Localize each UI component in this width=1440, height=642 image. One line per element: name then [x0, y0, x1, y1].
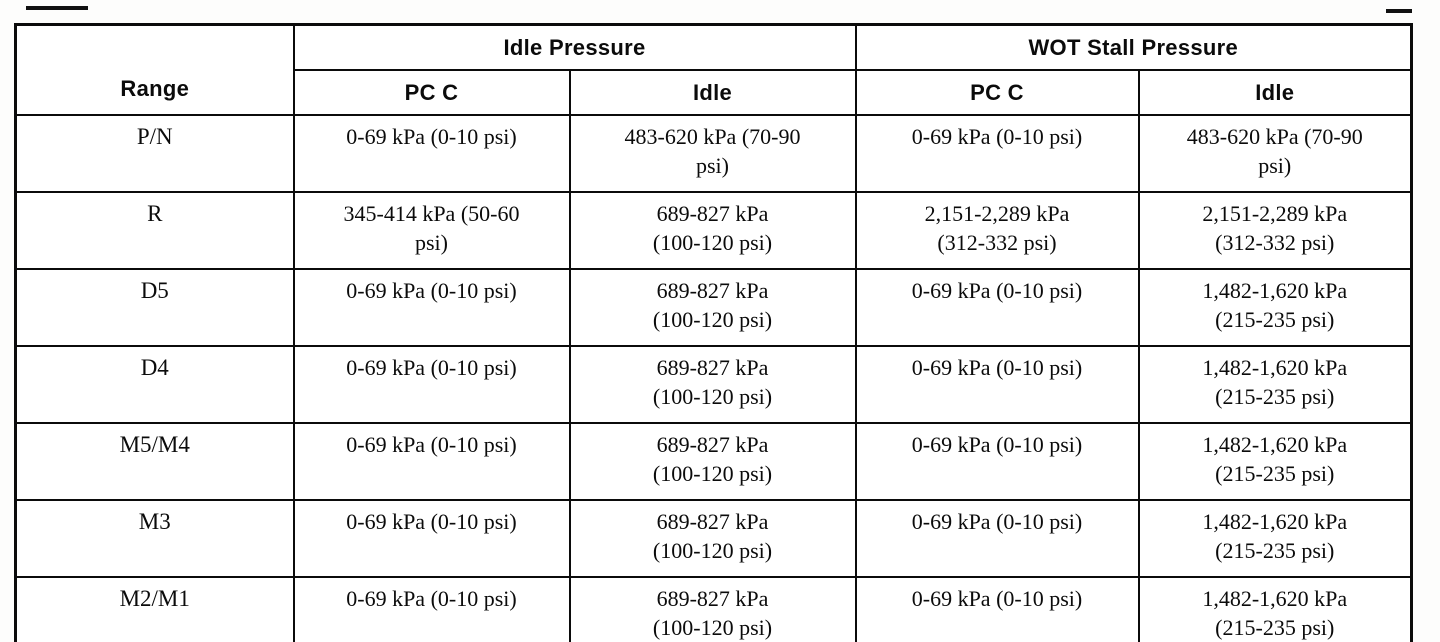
cell-wot-idle: 2,151-2,289 kPa (312-332 psi) — [1137, 191, 1413, 270]
table-row-d4: D4 0-69 kPa (0-10 psi) 689-827 kPa (100-… — [14, 345, 1413, 424]
cell-idle-idle: 689-827 kPa (100-120 psi) — [568, 576, 857, 642]
cell-wot-idle: 1,482-1,620 kPa (215-235 psi) — [1137, 576, 1413, 642]
scan-artifact — [26, 6, 88, 10]
cell-wot-idle: 1,482-1,620 kPa (215-235 psi) — [1137, 268, 1413, 347]
column-header-wot-idle: Idle — [1137, 69, 1413, 116]
cell-wot-pcc: 0-69 kPa (0-10 psi) — [854, 345, 1140, 424]
cell-wot-idle: 1,482-1,620 kPa (215-235 psi) — [1137, 422, 1413, 501]
range-label: M2/M1 — [14, 576, 295, 642]
table-row-d5: D5 0-69 kPa (0-10 psi) 689-827 kPa (100-… — [14, 268, 1413, 347]
cell-wot-pcc: 0-69 kPa (0-10 psi) — [854, 114, 1140, 193]
range-label: D5 — [14, 268, 295, 347]
column-header-wot-pcc: PC C — [854, 69, 1140, 116]
table-row-r: R 345-414 kPa (50-60 psi) 689-827 kPa (1… — [14, 191, 1413, 270]
table-row-pn: P/N 0-69 kPa (0-10 psi) 483-620 kPa (70-… — [14, 114, 1413, 193]
cell-idle-idle: 689-827 kPa (100-120 psi) — [568, 345, 857, 424]
column-header-idle-idle: Idle — [568, 69, 857, 116]
range-label: D4 — [14, 345, 295, 424]
range-label: P/N — [14, 114, 295, 193]
cell-wot-pcc: 0-69 kPa (0-10 psi) — [854, 422, 1140, 501]
cell-wot-idle: 483-620 kPa (70-90 psi) — [1137, 114, 1413, 193]
cell-wot-idle: 1,482-1,620 kPa (215-235 psi) — [1137, 499, 1413, 578]
cell-idle-idle: 689-827 kPa (100-120 psi) — [568, 268, 857, 347]
cell-wot-pcc: 0-69 kPa (0-10 psi) — [854, 576, 1140, 642]
header-group-row: Range Idle Pressure WOT Stall Pressure — [14, 23, 1413, 116]
table-row-m3: M3 0-69 kPa (0-10 psi) 689-827 kPa (100-… — [14, 499, 1413, 578]
cell-idle-idle: 689-827 kPa (100-120 psi) — [568, 422, 857, 501]
cell-wot-pcc: 0-69 kPa (0-10 psi) — [854, 499, 1140, 578]
cell-idle-pcc: 0-69 kPa (0-10 psi) — [292, 345, 571, 424]
header-sub-row: PC C Idle PC C Idle — [16, 69, 1413, 116]
range-label: M3 — [14, 499, 295, 578]
column-group-wot-stall-pressure: WOT Stall Pressure — [854, 23, 1413, 71]
cell-idle-pcc: 0-69 kPa (0-10 psi) — [292, 422, 571, 501]
column-group-idle-pressure: Idle Pressure — [292, 23, 857, 71]
cell-wot-pcc: 2,151-2,289 kPa (312-332 psi) — [854, 191, 1140, 270]
cell-wot-idle: 1,482-1,620 kPa (215-235 psi) — [1137, 345, 1413, 424]
cell-idle-idle: 689-827 kPa (100-120 psi) — [568, 191, 857, 270]
table-row-m5m4: M5/M4 0-69 kPa (0-10 psi) 689-827 kPa (1… — [14, 422, 1413, 501]
cell-idle-pcc: 0-69 kPa (0-10 psi) — [292, 576, 571, 642]
range-label: M5/M4 — [14, 422, 295, 501]
pressure-specification-table: Range Idle Pressure WOT Stall Pressure P… — [14, 23, 1414, 642]
cell-idle-pcc: 345-414 kPa (50-60 psi) — [292, 191, 571, 270]
column-header-idle-pcc: PC C — [292, 69, 571, 116]
range-label: R — [14, 191, 295, 270]
table-row-m2m1: M2/M1 0-69 kPa (0-10 psi) 689-827 kPa (1… — [14, 576, 1413, 642]
column-header-range: Range — [14, 23, 295, 116]
cell-idle-idle: 483-620 kPa (70-90 psi) — [568, 114, 857, 193]
cell-idle-idle: 689-827 kPa (100-120 psi) — [568, 499, 857, 578]
cell-wot-pcc: 0-69 kPa (0-10 psi) — [854, 268, 1140, 347]
cell-idle-pcc: 0-69 kPa (0-10 psi) — [292, 114, 571, 193]
cell-idle-pcc: 0-69 kPa (0-10 psi) — [292, 499, 571, 578]
cell-idle-pcc: 0-69 kPa (0-10 psi) — [292, 268, 571, 347]
scan-artifact — [1386, 9, 1412, 13]
